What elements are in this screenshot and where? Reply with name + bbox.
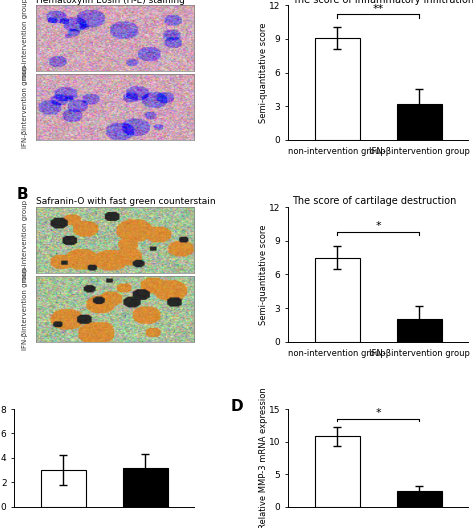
Text: IFN-βintervention group: IFN-βintervention group: [22, 267, 28, 350]
Text: **: **: [373, 4, 384, 14]
Text: non-intervention group: non-intervention group: [22, 0, 28, 79]
Text: B: B: [17, 187, 28, 202]
Y-axis label: Relative MMP-3 mRNA expression: Relative MMP-3 mRNA expression: [259, 387, 268, 528]
Text: IFN-βintervention group: IFN-βintervention group: [22, 64, 28, 148]
Y-axis label: Semi-quantitative score: Semi-quantitative score: [259, 224, 268, 325]
Bar: [396, 104, 442, 140]
Text: The score of inflammatory infiltration: The score of inflammatory infiltration: [292, 0, 473, 5]
Bar: [396, 319, 442, 342]
Y-axis label: Semi-quantitative score: Semi-quantitative score: [259, 22, 268, 123]
Text: *: *: [376, 221, 381, 231]
Bar: [315, 258, 360, 342]
Bar: [315, 38, 360, 140]
Bar: [396, 491, 442, 507]
Text: *: *: [376, 408, 381, 418]
Bar: [123, 468, 168, 507]
Text: D: D: [230, 399, 243, 414]
Text: Safranin-O with fast green counterstain: Safranin-O with fast green counterstain: [36, 197, 215, 206]
Text: non-intervention group: non-intervention group: [22, 200, 28, 281]
Text: The score of cartilage destruction: The score of cartilage destruction: [292, 196, 456, 206]
Bar: [41, 470, 86, 507]
Bar: [315, 437, 360, 507]
Text: Hematoxylin Eosin (H-E) staining: Hematoxylin Eosin (H-E) staining: [36, 0, 184, 5]
